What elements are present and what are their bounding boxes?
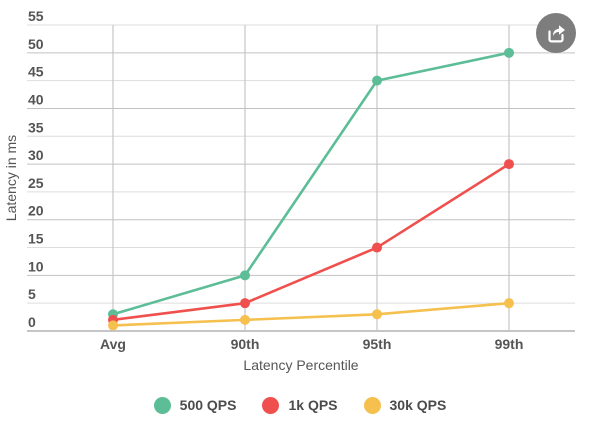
x-tick-label: 95th bbox=[363, 336, 392, 352]
chart-legend: 500 QPS 1k QPS 30k QPS bbox=[0, 393, 600, 417]
data-point[interactable] bbox=[504, 159, 514, 170]
y-tick-label: 35 bbox=[28, 119, 44, 135]
y-tick-label: 15 bbox=[28, 231, 44, 247]
y-tick-label: 20 bbox=[28, 203, 44, 219]
y-tick-label: 10 bbox=[28, 258, 44, 274]
legend-label: 1k QPS bbox=[288, 397, 338, 413]
y-tick-label: 30 bbox=[28, 147, 44, 163]
y-tick-label: 55 bbox=[28, 8, 44, 24]
chart-series bbox=[108, 47, 514, 331]
y-tick-label: 45 bbox=[28, 64, 44, 80]
legend-item[interactable]: 1k QPS bbox=[262, 396, 338, 414]
share-icon bbox=[544, 21, 568, 45]
x-axis-title: Latency Percentile bbox=[243, 357, 358, 373]
x-tick-label: 90th bbox=[231, 336, 260, 352]
data-point[interactable] bbox=[108, 320, 118, 331]
data-point[interactable] bbox=[372, 242, 382, 253]
y-tick-label: 0 bbox=[28, 314, 36, 330]
legend-item[interactable]: 500 QPS bbox=[153, 396, 237, 414]
series-line bbox=[111, 162, 511, 322]
data-point[interactable] bbox=[372, 75, 382, 86]
y-tick-label: 50 bbox=[28, 36, 44, 52]
legend-swatch-icon bbox=[363, 396, 381, 414]
legend-swatch-icon bbox=[153, 396, 171, 414]
y-tick-label: 5 bbox=[28, 286, 36, 302]
legend-label: 500 QPS bbox=[179, 397, 237, 413]
legend-label: 30k QPS bbox=[389, 397, 447, 413]
line-chart: 0 5 10 15 20 25 30 35 40 45 50 55 Avg 90th 95th 99th La… bbox=[3, 8, 575, 373]
x-tick-label: Avg bbox=[100, 336, 126, 352]
data-point[interactable] bbox=[504, 298, 514, 309]
gridlines bbox=[27, 24, 575, 332]
data-point[interactable] bbox=[372, 309, 382, 320]
legend-swatch-icon bbox=[262, 396, 280, 414]
y-axis-title: Latency in ms bbox=[3, 135, 19, 221]
axis-tick-labels: 0 5 10 15 20 25 30 35 40 45 50 55 Avg 90th 95th 99th bbox=[28, 8, 523, 352]
data-point[interactable] bbox=[240, 298, 250, 309]
x-tick-label: 99th bbox=[495, 336, 524, 352]
data-point[interactable] bbox=[240, 270, 250, 281]
y-tick-label: 25 bbox=[28, 175, 44, 191]
series-line bbox=[111, 51, 511, 316]
y-tick-label: 40 bbox=[28, 91, 44, 107]
legend-item[interactable]: 30k QPS bbox=[363, 396, 447, 414]
series-line bbox=[111, 301, 511, 327]
data-point[interactable] bbox=[504, 47, 514, 58]
data-point[interactable] bbox=[240, 314, 250, 325]
export-button[interactable] bbox=[536, 13, 576, 53]
